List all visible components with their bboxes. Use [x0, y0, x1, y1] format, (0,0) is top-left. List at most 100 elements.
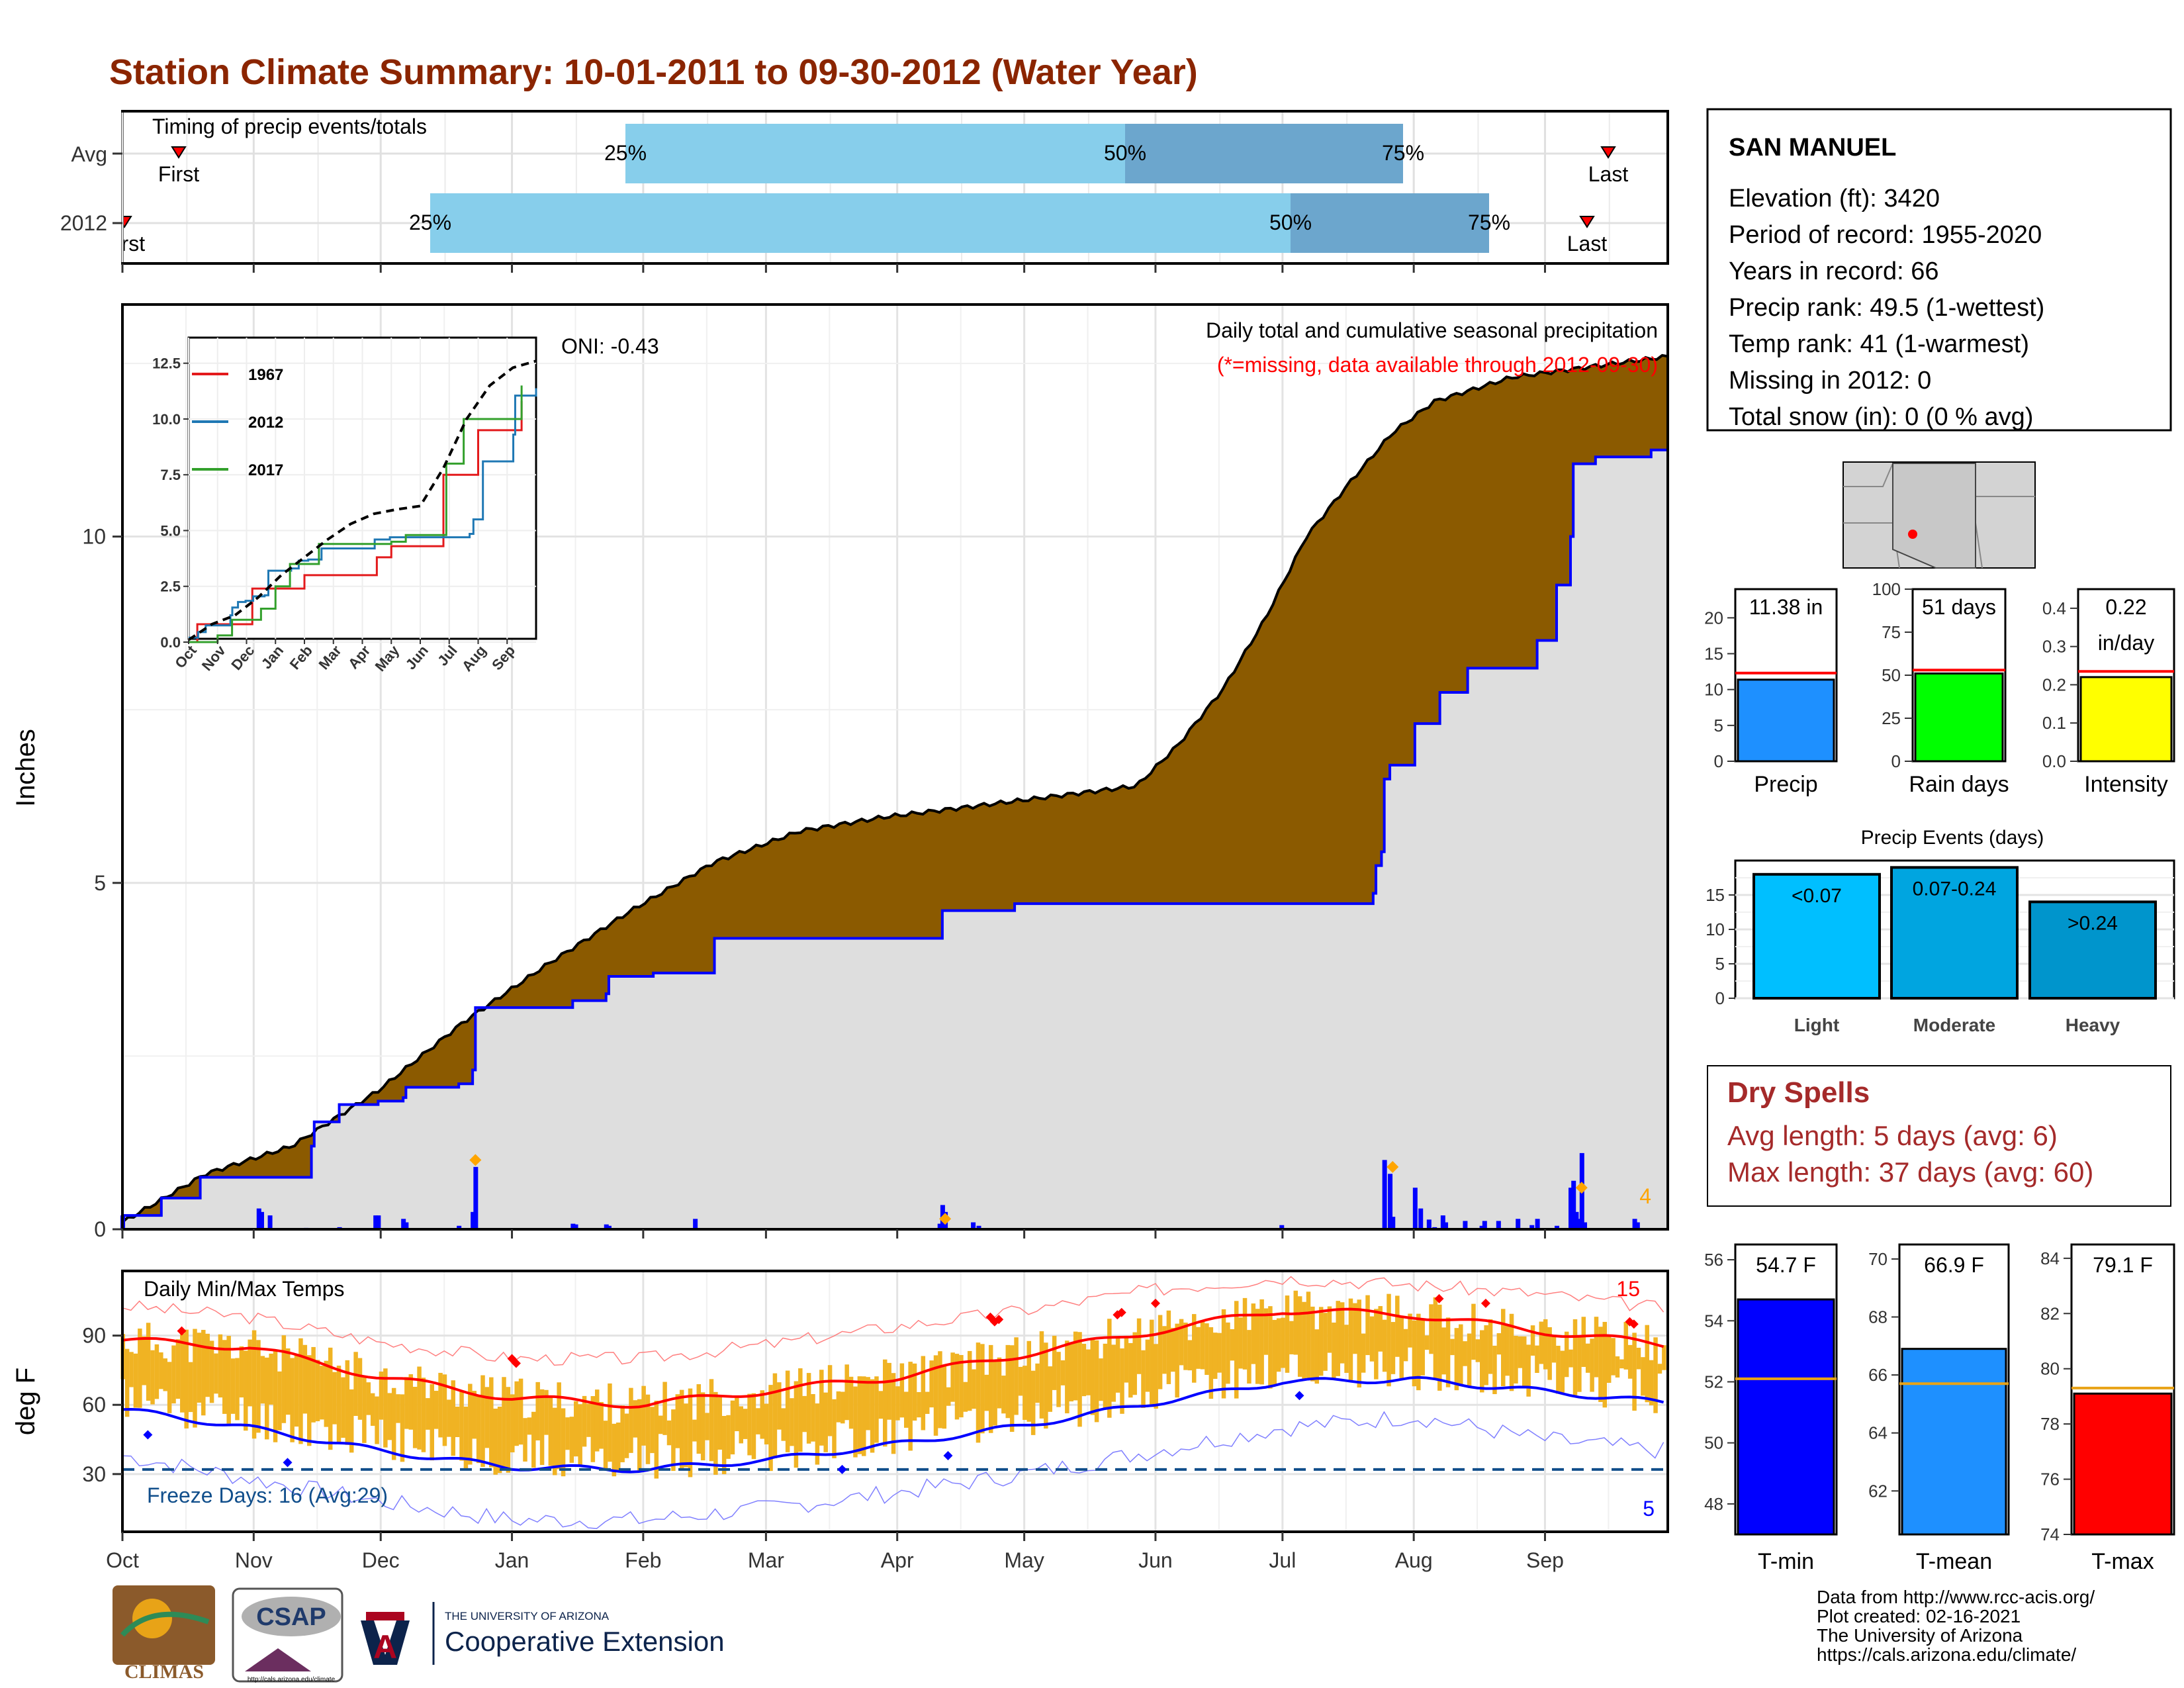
daily-temp-bar [1276, 1318, 1281, 1372]
mini-bar-tick-label: 0.2 [2042, 675, 2066, 694]
last-label: Last [1567, 232, 1608, 256]
temp-bar-tick-label: 68 [1868, 1307, 1888, 1327]
daily-temp-bar [290, 1358, 295, 1442]
daily-temp-bar [963, 1382, 968, 1412]
daily-temp-bar [480, 1375, 485, 1467]
daily-temp-bar [1150, 1319, 1154, 1407]
month-label: Dec [362, 1548, 400, 1572]
daily-temp-bar [1530, 1325, 1535, 1356]
daily-temp-bar [1255, 1309, 1260, 1384]
daily-temp-bar [315, 1360, 320, 1421]
daily-temp-bar [891, 1373, 896, 1454]
daily-temp-bar [629, 1387, 633, 1453]
temp-bar-value [2073, 1392, 2173, 1536]
daily-temp-bar [184, 1329, 189, 1429]
daily-temp-bar [1382, 1319, 1387, 1372]
daily-temp-bar [620, 1405, 625, 1462]
avg-min-line [122, 1376, 1664, 1474]
daily-temp-bar [815, 1403, 820, 1465]
daily-temp-bar [1048, 1366, 1052, 1412]
daily-temp-bar [1649, 1360, 1654, 1406]
daily-temp-bar [1598, 1327, 1603, 1403]
daily-temp-bar [1060, 1360, 1066, 1385]
csap-url: http://cals.arizona.edu/climate [248, 1676, 336, 1683]
event-category: Heavy [2066, 1015, 2120, 1035]
month-label: Jan [495, 1548, 529, 1572]
dry-spells: Dry Spells Avg length: 5 days (avg: 6) M… [1707, 1065, 2171, 1207]
daily-temp-bar [1365, 1295, 1370, 1356]
daily-temp-bar [379, 1371, 384, 1420]
daily-temp-bar [1128, 1342, 1133, 1398]
daily-temp-bar [1480, 1330, 1484, 1393]
ua-extension-text: Cooperative Extension [445, 1626, 725, 1657]
daily-temp-bar [594, 1389, 600, 1452]
daily-temp-bar [633, 1400, 638, 1438]
daily-temp-bar [1001, 1376, 1006, 1414]
daily-temp-bar [214, 1353, 218, 1394]
daily-temp-bar [993, 1360, 997, 1426]
timing-panel: Timing of precip events/totals Avg 2012 … [60, 110, 1669, 265]
daily-temp-bar [857, 1376, 862, 1454]
daily-temp-bar [1535, 1345, 1539, 1373]
mini-bar-tick-label: 100 [1872, 579, 1901, 599]
event-bar-label: 0.07-0.24 [1913, 878, 1997, 900]
daily-temp-bar [1166, 1310, 1171, 1384]
temp-bar-tick-label: 56 [1704, 1250, 1723, 1270]
daily-temp-bar [895, 1386, 900, 1421]
daily-temp-bar [171, 1345, 176, 1404]
temp-bar-tick-label: 54 [1704, 1311, 1723, 1331]
daily-temp-bar [561, 1408, 566, 1477]
daily-temp-bar [980, 1344, 985, 1434]
daily-temp-bar [251, 1330, 257, 1439]
daily-temp-bar [1602, 1321, 1608, 1408]
mini-bar-value-label: 0.22 [2105, 595, 2146, 619]
temp-bar-tick-label: 66 [1868, 1365, 1888, 1385]
daily-temp-bar [345, 1360, 350, 1445]
daily-temp-bar [1501, 1309, 1506, 1387]
daily-precip-bar [471, 1211, 476, 1229]
daily-temp-bar [641, 1385, 646, 1446]
daily-temp-bar [1526, 1344, 1531, 1397]
daily-temp-bar [1496, 1333, 1502, 1355]
daily-temp-bar [1293, 1290, 1298, 1355]
record-high-marker [1150, 1298, 1160, 1308]
mini-bar-value [2079, 676, 2173, 763]
daily-temp-bar [760, 1390, 764, 1439]
daily-precip-bar [1382, 1160, 1387, 1229]
daily-temp-bar [1009, 1345, 1015, 1432]
month-label: May [1004, 1548, 1044, 1572]
daily-temp-bar [790, 1398, 794, 1446]
timing-title: Timing of precip events/totals [152, 115, 427, 138]
daily-temp-bar [827, 1365, 833, 1436]
record-low-marker [837, 1464, 847, 1474]
temp-bar-chart-1: 62 64 66 68 70 66.9 F T-mean [1868, 1243, 2010, 1574]
daily-temp-bar [1564, 1331, 1569, 1378]
cumulative-2012-line [122, 441, 1669, 1217]
daily-precip-bar [1482, 1221, 1487, 1229]
daily-temp-bar [917, 1391, 921, 1418]
first-label: First [104, 232, 145, 256]
daily-temp-bar [1348, 1298, 1353, 1382]
daily-temp-bar [1226, 1322, 1230, 1384]
daily-precip-bar [473, 1166, 478, 1229]
high-count: 15 [1616, 1277, 1640, 1301]
daily-temp-bar [1594, 1317, 1599, 1378]
station-detail: Temp rank: 41 (1-warmest) [1729, 330, 2029, 358]
daily-precip-bar [604, 1224, 609, 1229]
month-label: Apr [881, 1548, 914, 1572]
daily-temp-bar [188, 1362, 193, 1413]
mini-bar-chart-1: 0 25 50 75 100 51 days Rain days [1872, 579, 2009, 797]
daily-temp-bar [1179, 1319, 1184, 1366]
daily-temp-bar [1090, 1337, 1095, 1415]
events-tick-label: 0 [1715, 988, 1725, 1008]
daily-precip-bar [259, 1211, 264, 1229]
daily-temp-bar [1111, 1344, 1116, 1402]
daily-temp-bar [739, 1406, 743, 1444]
daily-temp-bar [1141, 1350, 1146, 1408]
daily-temp-bar [883, 1359, 887, 1447]
daily-temp-bar [785, 1370, 790, 1452]
daily-temp-bar [1551, 1335, 1557, 1363]
daily-temp-bar [984, 1374, 989, 1411]
daily-temp-bar [404, 1377, 409, 1429]
